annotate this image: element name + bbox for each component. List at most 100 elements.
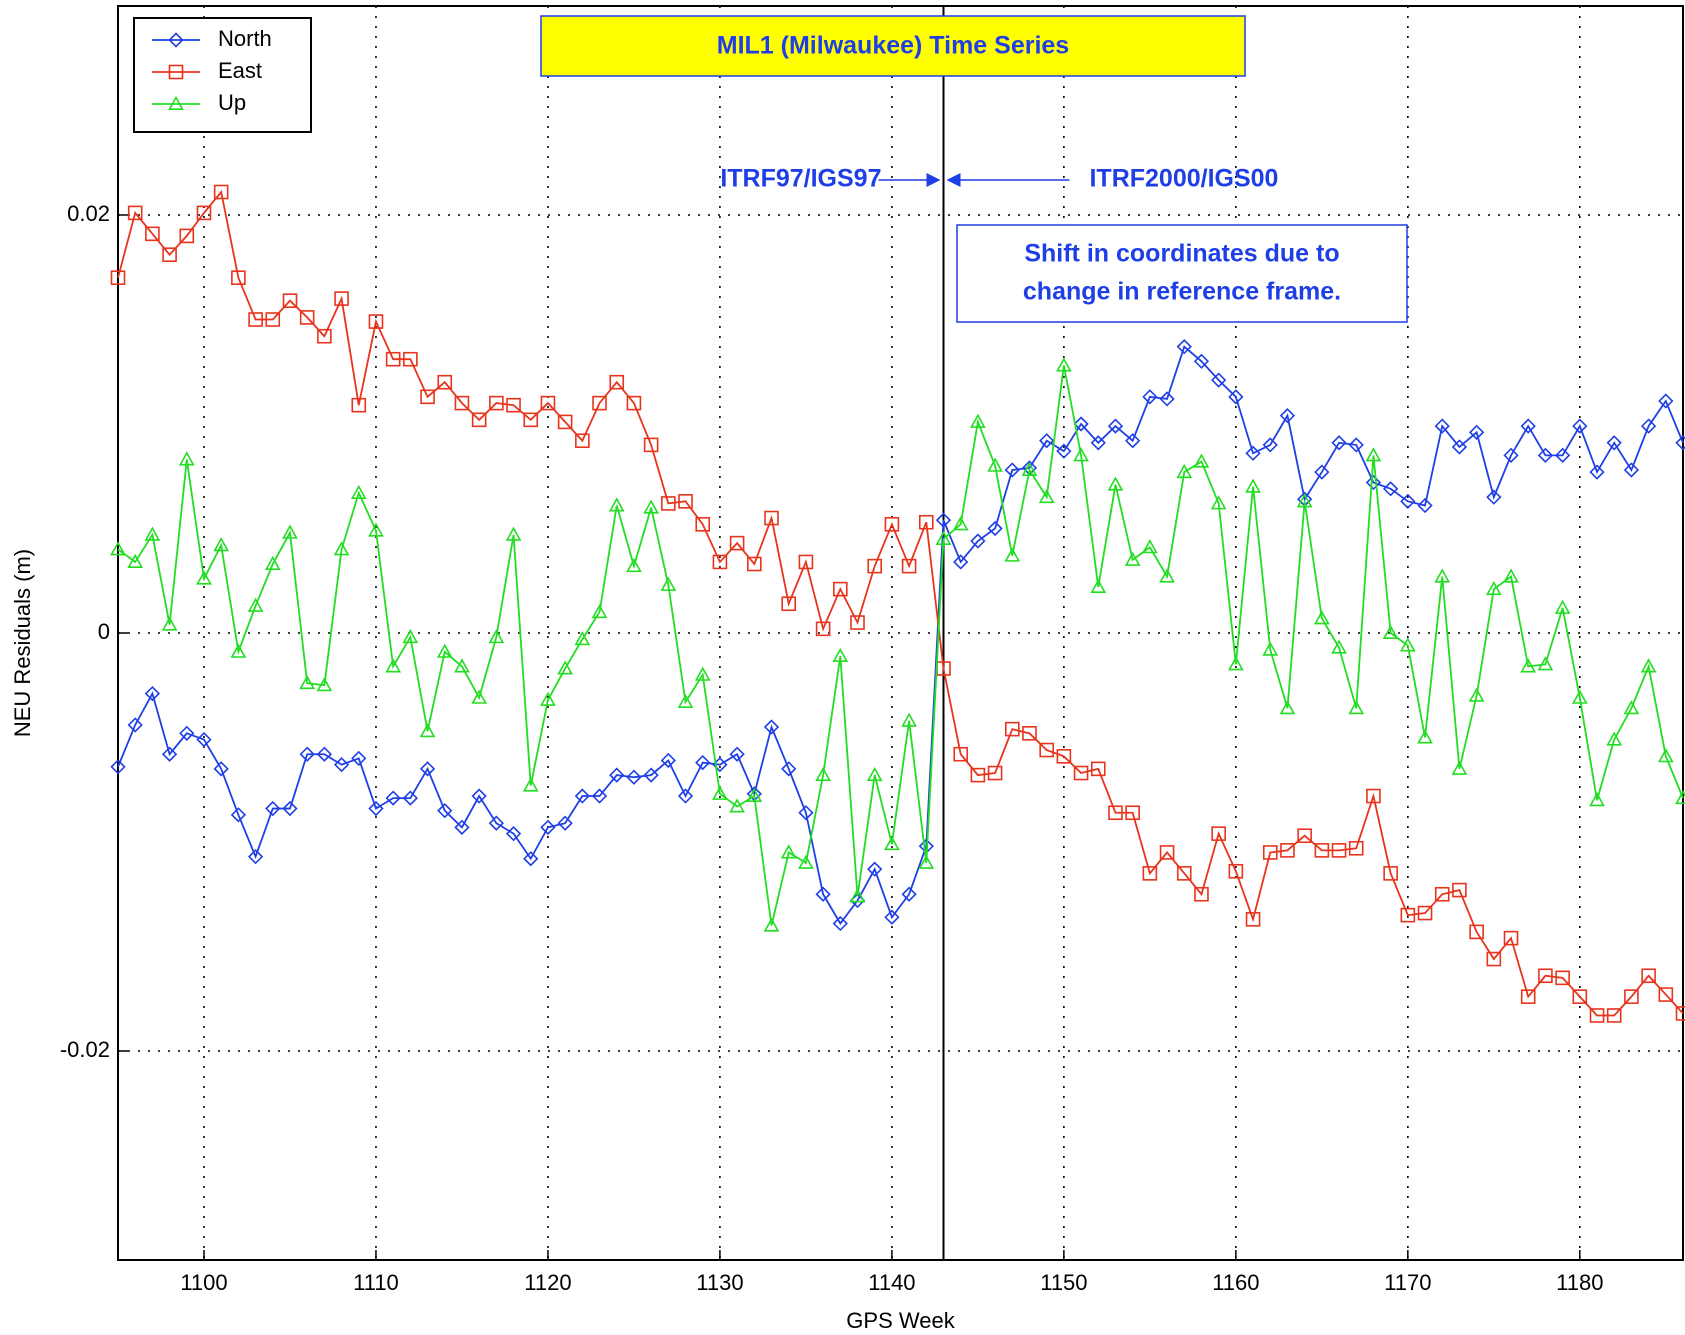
marker bbox=[419, 723, 436, 738]
marker bbox=[952, 516, 969, 531]
marker bbox=[1108, 805, 1123, 821]
marker bbox=[729, 746, 745, 762]
marker bbox=[815, 886, 831, 902]
marker bbox=[918, 854, 935, 869]
marker bbox=[609, 374, 625, 390]
marker bbox=[557, 414, 573, 430]
x-tick-label: 1100 bbox=[180, 1270, 227, 1295]
marker bbox=[1211, 372, 1227, 388]
marker bbox=[437, 374, 453, 390]
marker bbox=[849, 888, 866, 903]
marker bbox=[1279, 700, 1296, 715]
marker bbox=[1452, 882, 1467, 898]
marker bbox=[867, 558, 883, 574]
marker bbox=[575, 433, 590, 449]
marker bbox=[213, 761, 229, 777]
marker bbox=[832, 647, 849, 662]
marker bbox=[884, 517, 900, 532]
marker bbox=[1675, 435, 1685, 451]
marker bbox=[712, 785, 728, 800]
marker bbox=[1073, 765, 1089, 781]
marker bbox=[987, 520, 1003, 537]
marker bbox=[540, 691, 556, 706]
marker bbox=[1211, 826, 1226, 841]
marker bbox=[867, 861, 883, 877]
marker bbox=[626, 769, 642, 785]
legend-label: East bbox=[218, 58, 262, 83]
marker bbox=[1056, 357, 1072, 372]
marker bbox=[970, 413, 986, 428]
marker bbox=[1056, 749, 1072, 764]
marker bbox=[780, 844, 797, 859]
marker bbox=[144, 526, 161, 541]
marker bbox=[230, 643, 247, 658]
x-tick-label: 1140 bbox=[868, 1270, 915, 1295]
marker bbox=[1193, 453, 1210, 468]
marker bbox=[368, 800, 384, 817]
marker bbox=[1640, 418, 1657, 434]
marker bbox=[1641, 968, 1656, 984]
marker bbox=[1520, 658, 1537, 673]
marker bbox=[247, 848, 264, 865]
marker bbox=[987, 765, 1003, 781]
marker bbox=[161, 616, 178, 631]
marker bbox=[282, 293, 298, 308]
marker bbox=[1624, 989, 1639, 1004]
marker bbox=[351, 750, 367, 767]
marker bbox=[179, 228, 195, 244]
marker bbox=[299, 310, 315, 325]
marker bbox=[643, 767, 659, 783]
chart-title: MIL1 (Milwaukee) Time Series bbox=[717, 32, 1069, 60]
x-tick-label: 1130 bbox=[696, 1270, 743, 1295]
marker bbox=[1365, 447, 1382, 462]
marker bbox=[1193, 353, 1210, 369]
marker bbox=[420, 389, 435, 405]
marker bbox=[1210, 495, 1227, 510]
marker bbox=[729, 535, 745, 551]
marker bbox=[1022, 726, 1037, 741]
marker bbox=[1468, 687, 1485, 702]
marker bbox=[901, 886, 917, 902]
marker bbox=[901, 712, 917, 727]
marker bbox=[574, 631, 591, 646]
marker bbox=[1176, 866, 1192, 881]
marker bbox=[1124, 551, 1141, 566]
marker bbox=[403, 351, 418, 367]
marker bbox=[1503, 930, 1519, 946]
marker bbox=[471, 788, 487, 804]
marker bbox=[953, 554, 969, 570]
marker bbox=[1606, 731, 1623, 746]
marker bbox=[1486, 489, 1502, 505]
marker bbox=[850, 615, 865, 630]
marker bbox=[918, 514, 934, 530]
marker bbox=[574, 788, 590, 804]
marker bbox=[660, 576, 677, 591]
marker bbox=[179, 725, 195, 741]
marker bbox=[1606, 435, 1622, 451]
marker bbox=[1348, 700, 1365, 715]
marker bbox=[522, 777, 539, 792]
marker bbox=[523, 412, 539, 428]
marker bbox=[1571, 689, 1588, 704]
marker bbox=[1486, 951, 1502, 967]
marker bbox=[196, 731, 212, 748]
marker bbox=[1589, 792, 1605, 807]
marker bbox=[866, 766, 883, 782]
marker bbox=[1280, 843, 1295, 858]
marker bbox=[815, 766, 831, 782]
marker bbox=[333, 757, 350, 773]
marker bbox=[1468, 424, 1485, 440]
marker bbox=[935, 530, 952, 545]
marker bbox=[591, 788, 608, 804]
legend-label: North bbox=[218, 26, 272, 51]
marker bbox=[1073, 447, 1089, 462]
marker bbox=[592, 395, 607, 411]
marker bbox=[609, 767, 625, 783]
marker bbox=[168, 32, 184, 48]
marker bbox=[1056, 443, 1072, 459]
plot-frame bbox=[117, 5, 1684, 1261]
annotation: ITRF97/IGS97 bbox=[720, 165, 881, 193]
marker bbox=[385, 790, 401, 806]
marker bbox=[402, 790, 418, 806]
